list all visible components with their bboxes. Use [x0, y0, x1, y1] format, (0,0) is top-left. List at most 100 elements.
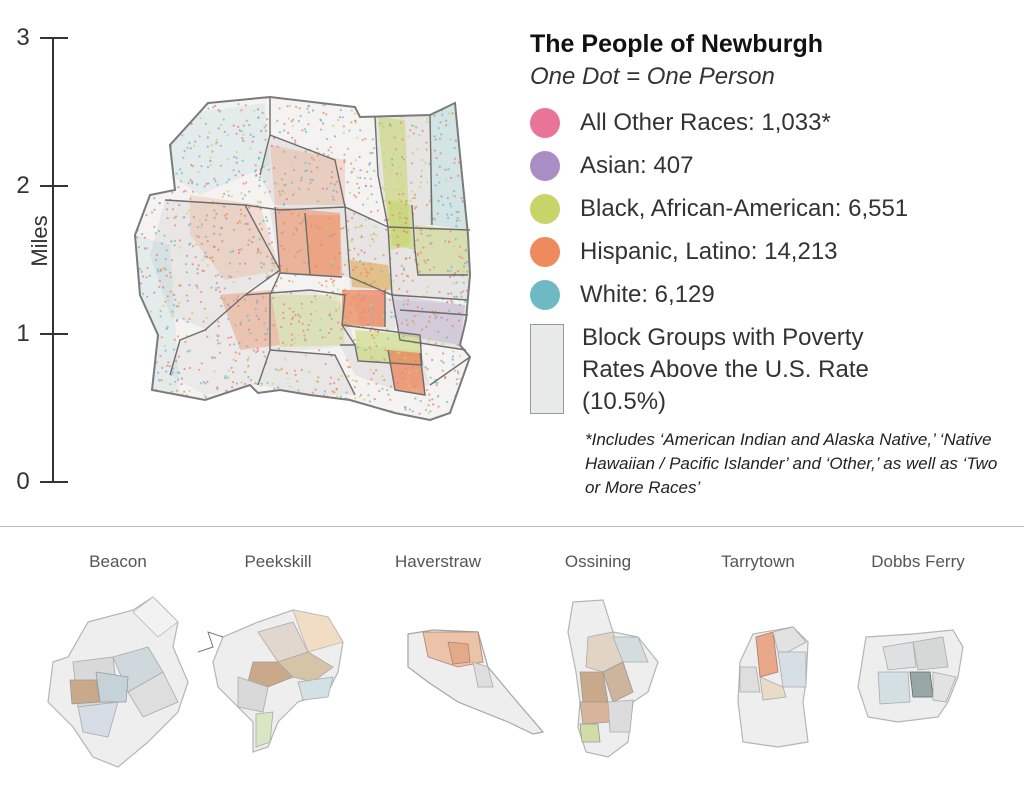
- person-dot: [352, 410, 355, 413]
- person-dot: [141, 97, 144, 98]
- person-dot: [168, 178, 171, 181]
- person-dot: [241, 137, 244, 140]
- person-dot: [180, 383, 183, 386]
- person-dot: [283, 129, 286, 132]
- person-dot: [454, 157, 457, 160]
- person-dot: [240, 213, 243, 216]
- person-dot: [402, 335, 405, 338]
- person-dot: [459, 303, 462, 306]
- person-dot: [210, 286, 213, 289]
- person-dot: [335, 190, 338, 193]
- person-dot: [267, 168, 270, 171]
- person-dot: [257, 401, 260, 404]
- person-dot: [255, 351, 258, 354]
- person-dot: [331, 264, 334, 267]
- person-dot: [451, 194, 454, 197]
- person-dot: [462, 340, 466, 343]
- person-dot: [146, 369, 149, 372]
- person-dot: [245, 119, 248, 122]
- person-dot: [214, 274, 217, 277]
- person-dot: [418, 100, 421, 103]
- person-dot: [160, 336, 163, 339]
- person-dot: [191, 245, 195, 248]
- person-dot: [407, 299, 410, 302]
- person-dot: [177, 305, 180, 308]
- person-dot: [419, 186, 422, 189]
- person-dot: [446, 196, 449, 200]
- person-dot: [350, 427, 352, 429]
- person-dot: [470, 235, 472, 237]
- person-dot: [159, 309, 162, 312]
- person-dot: [364, 137, 367, 140]
- scale-tick-3: 3: [16, 24, 30, 51]
- person-dot: [426, 291, 429, 294]
- person-dot: [390, 106, 393, 109]
- person-dot: [164, 258, 167, 261]
- person-dot: [135, 171, 137, 174]
- person-dot: [218, 351, 221, 354]
- person-dot: [294, 139, 297, 142]
- person-dot: [370, 334, 374, 337]
- person-dot: [218, 233, 221, 236]
- person-dot: [460, 295, 463, 298]
- person-dot: [433, 135, 436, 138]
- person-dot: [177, 355, 181, 358]
- person-dot: [391, 163, 394, 167]
- person-dot: [206, 136, 209, 139]
- person-dot: [458, 408, 462, 411]
- person-dot: [214, 286, 218, 289]
- person-dot: [366, 197, 369, 200]
- person-dot: [428, 399, 431, 402]
- person-dot: [216, 386, 219, 389]
- person-dot: [153, 197, 156, 200]
- person-dot: [291, 338, 294, 342]
- person-dot: [461, 257, 464, 260]
- person-dot: [264, 191, 267, 194]
- person-dot: [208, 131, 211, 134]
- person-dot: [175, 215, 178, 218]
- legend-item-poverty: Block Groups with Poverty Rates Above th…: [530, 322, 1010, 418]
- person-dot: [395, 252, 398, 255]
- person-dot: [266, 381, 269, 384]
- person-dot: [361, 138, 364, 141]
- person-dot: [260, 382, 263, 385]
- person-dot: [368, 400, 371, 403]
- person-dot: [260, 266, 263, 269]
- person-dot: [406, 303, 409, 306]
- person-dot: [171, 191, 174, 194]
- person-dot: [313, 231, 316, 234]
- person-dot: [335, 180, 338, 183]
- person-dot: [330, 151, 333, 154]
- person-dot: [215, 141, 218, 144]
- person-dot: [402, 303, 405, 306]
- person-dot: [171, 315, 174, 318]
- person-dot: [166, 185, 169, 188]
- person-dot: [326, 409, 329, 412]
- person-dot: [367, 394, 370, 397]
- person-dot: [302, 220, 305, 223]
- person-dot: [211, 150, 214, 153]
- person-dot: [471, 394, 473, 396]
- person-dot: [194, 417, 197, 420]
- person-dot: [161, 129, 164, 132]
- person-dot: [138, 216, 141, 220]
- person-dot: [294, 255, 297, 258]
- person-dot: [270, 258, 273, 261]
- person-dot: [337, 266, 340, 270]
- person-dot: [226, 376, 229, 379]
- person-dot: [424, 111, 427, 115]
- person-dot: [136, 236, 139, 239]
- person-dot: [296, 251, 299, 254]
- person-dot: [285, 197, 288, 201]
- person-dot: [155, 258, 158, 261]
- person-dot: [320, 128, 323, 131]
- person-dot: [199, 415, 202, 419]
- small-map-beacon: Beacon: [38, 552, 198, 782]
- person-dot: [414, 125, 417, 128]
- person-dot: [455, 210, 458, 214]
- person-dot: [307, 324, 310, 327]
- person-dot: [244, 371, 247, 374]
- person-dot: [435, 384, 438, 387]
- person-dot: [248, 319, 251, 322]
- person-dot: [409, 425, 411, 427]
